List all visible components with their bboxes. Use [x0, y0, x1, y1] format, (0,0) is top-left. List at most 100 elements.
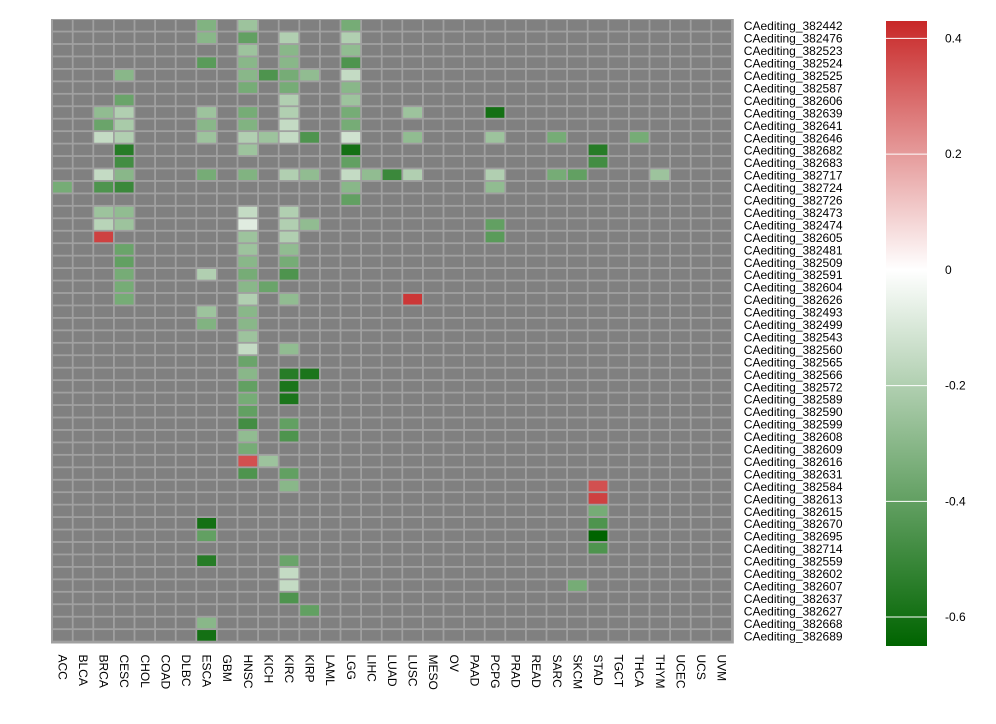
- heatmap-cell-empty: [526, 44, 546, 56]
- heatmap-cell-value: [279, 468, 299, 479]
- heatmap-cell-empty: [176, 318, 196, 330]
- heatmap-cell-empty: [382, 381, 402, 392]
- heatmap-cell-empty: [609, 493, 628, 504]
- heatmap-cell-empty: [609, 405, 628, 417]
- heatmap-cell-empty: [650, 231, 670, 243]
- heatmap-cell-empty: [444, 430, 464, 442]
- heatmap-cell-empty: [547, 505, 567, 517]
- column-label: LGG: [344, 655, 358, 680]
- heatmap-cell-empty: [300, 269, 319, 280]
- heatmap-cell-value: [238, 405, 258, 417]
- heatmap-cell-empty: [403, 206, 422, 218]
- heatmap-cell-empty: [382, 293, 402, 305]
- heatmap-cell-empty: [156, 393, 175, 405]
- heatmap-cell-empty: [403, 480, 422, 492]
- heatmap-cell-empty: [197, 293, 216, 305]
- heatmap-cell-empty: [300, 468, 319, 479]
- heatmap-cell-empty: [300, 44, 319, 56]
- heatmap-cell-empty: [156, 119, 175, 131]
- heatmap-cell-value: [259, 69, 278, 81]
- heatmap-cell-empty: [238, 518, 258, 529]
- heatmap-cell-empty: [320, 430, 340, 442]
- heatmap-cell-empty: [217, 44, 237, 56]
- heatmap-cell-empty: [526, 580, 546, 591]
- heatmap-cell-empty: [53, 430, 72, 442]
- heatmap-cell-empty: [176, 32, 196, 44]
- heatmap-cell-empty: [156, 468, 175, 479]
- heatmap-cell-empty: [506, 430, 525, 442]
- heatmap-cell-empty: [320, 542, 340, 554]
- heatmap-cell-empty: [671, 318, 690, 330]
- heatmap-cell-empty: [300, 119, 319, 131]
- heatmap-cell-empty: [588, 132, 608, 143]
- heatmap-cell-empty: [197, 567, 216, 579]
- heatmap-cell-empty: [506, 269, 525, 280]
- heatmap-cell-empty: [691, 32, 711, 44]
- heatmap-cell-empty: [568, 306, 587, 317]
- heatmap-cell-empty: [156, 630, 175, 641]
- heatmap-cell-empty: [320, 194, 340, 205]
- heatmap-cell-empty: [547, 269, 567, 280]
- heatmap-cell-empty: [465, 343, 484, 355]
- heatmap-cell-empty: [588, 219, 608, 230]
- heatmap-cell-empty: [320, 219, 340, 230]
- heatmap-cell-empty: [217, 219, 237, 230]
- heatmap-cell-empty: [341, 418, 361, 430]
- heatmap-cell-empty: [568, 480, 587, 492]
- heatmap-cell-empty: [197, 69, 216, 81]
- heatmap-cell-empty: [671, 331, 690, 342]
- column-label: OV: [447, 655, 461, 672]
- heatmap-cell-empty: [485, 630, 505, 641]
- heatmap-cell-value: [259, 132, 278, 143]
- heatmap-cell-empty: [259, 256, 278, 268]
- heatmap-cell-empty: [362, 244, 381, 255]
- heatmap-cell-empty: [73, 443, 93, 454]
- heatmap-cell-empty: [341, 368, 361, 380]
- heatmap-cell-empty: [94, 617, 113, 629]
- heatmap-cell-empty: [73, 219, 93, 230]
- heatmap-cell-empty: [609, 480, 628, 492]
- heatmap-cell-empty: [609, 381, 628, 392]
- heatmap-cell-value: [114, 69, 134, 81]
- heatmap-cell-empty: [135, 592, 155, 604]
- heatmap-cell-empty: [176, 156, 196, 168]
- heatmap-cell-empty: [444, 405, 464, 417]
- heatmap-cell-empty: [94, 356, 113, 367]
- heatmap-cell-empty: [609, 430, 628, 442]
- heatmap-cell-empty: [423, 144, 443, 156]
- heatmap-cell-empty: [403, 542, 422, 554]
- heatmap-cell-empty: [217, 443, 237, 454]
- heatmap-cell-empty: [382, 356, 402, 367]
- heatmap-cell-empty: [547, 181, 567, 193]
- heatmap-cell-empty: [53, 605, 72, 616]
- heatmap-cell-empty: [176, 542, 196, 554]
- heatmap-cell-empty: [73, 181, 93, 193]
- heatmap-cell-empty: [403, 418, 422, 430]
- heatmap-cell-empty: [300, 443, 319, 454]
- heatmap-cell-empty: [650, 219, 670, 230]
- heatmap-cell-empty: [176, 281, 196, 293]
- heatmap-cell-empty: [53, 343, 72, 355]
- heatmap-cell-empty: [609, 169, 628, 181]
- heatmap-cell-empty: [526, 393, 546, 405]
- heatmap-cell-empty: [506, 194, 525, 205]
- heatmap-cell-empty: [362, 530, 381, 542]
- heatmap-cell-empty: [176, 630, 196, 641]
- heatmap-cell-empty: [176, 206, 196, 218]
- heatmap-cell-empty: [568, 82, 587, 93]
- heatmap-cell-empty: [362, 281, 381, 293]
- heatmap-cell-value: [238, 443, 258, 454]
- heatmap-cell-empty: [73, 57, 93, 68]
- heatmap-cell-empty: [671, 617, 690, 629]
- row-label: CAediting_382591: [744, 268, 843, 282]
- heatmap-cell-empty: [156, 194, 175, 205]
- heatmap-cell-empty: [114, 518, 134, 529]
- heatmap-cell-empty: [362, 69, 381, 81]
- heatmap-cell-empty: [568, 555, 587, 566]
- heatmap-cell-empty: [403, 455, 422, 467]
- heatmap-cell-empty: [217, 580, 237, 591]
- heatmap-cell-empty: [423, 281, 443, 293]
- heatmap-cell-empty: [259, 393, 278, 405]
- heatmap-cell-empty: [712, 156, 731, 168]
- heatmap-cell-empty: [176, 368, 196, 380]
